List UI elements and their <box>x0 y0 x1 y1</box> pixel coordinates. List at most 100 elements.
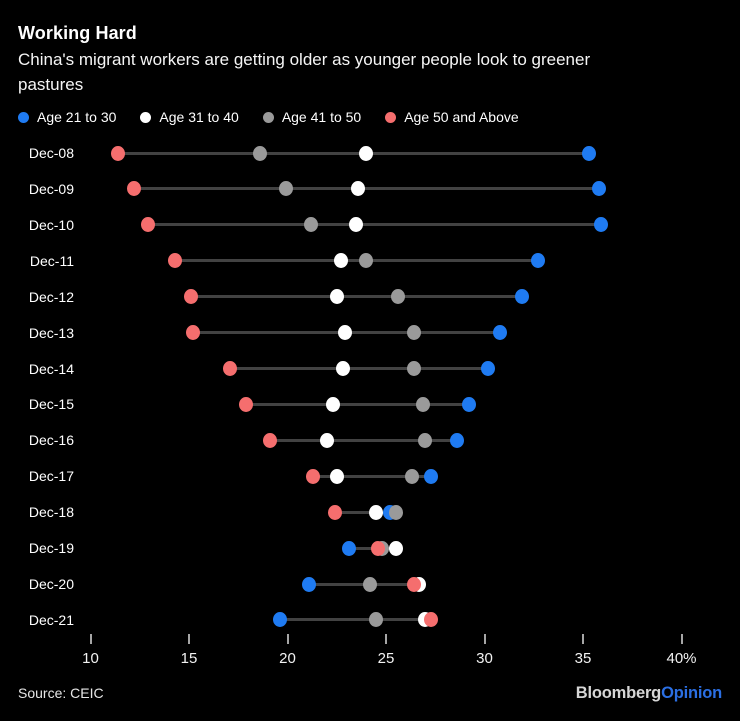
dot-age-21-to-30 <box>449 432 464 448</box>
row-label-dec-18: Dec-18 <box>28 504 74 521</box>
dot-age-50-and-above <box>262 432 277 448</box>
legend-dot-icon <box>18 111 29 123</box>
source-note: Source: CEIC <box>18 685 104 701</box>
dot-age-21-to-30 <box>481 361 496 377</box>
row-label-dec-15: Dec-15 <box>28 396 74 413</box>
connector-line <box>230 367 489 371</box>
footer: Source: CEIC BloombergOpinion <box>18 684 722 703</box>
legend-item-age-50-and-above: Age 50 and Above <box>385 109 519 125</box>
subtitle-line-2: pastures <box>18 75 84 94</box>
legend-label: Age 50 and Above <box>404 109 519 125</box>
x-axis-tick-label: 20 <box>279 650 296 667</box>
legend-dot-icon <box>140 111 152 123</box>
dot-age-21-to-30 <box>591 181 606 197</box>
x-axis-tick-label: 15 <box>180 650 198 667</box>
subtitle-line-1: China's migrant workers are getting olde… <box>18 50 591 69</box>
dot-age-21-to-30 <box>514 289 529 305</box>
dot-age-41-to-50 <box>418 432 433 448</box>
dot-age-41-to-50 <box>359 253 374 269</box>
chart-title: Working Hard <box>18 23 137 43</box>
row-label-dec-10: Dec-10 <box>28 216 74 233</box>
legend-item-age-41-to-50: Age 41 to 50 <box>262 109 362 125</box>
dot-age-31-to-40 <box>351 181 366 197</box>
dot-age-31-to-40 <box>329 289 344 305</box>
dot-age-31-to-40 <box>325 396 340 412</box>
dot-age-50-and-above <box>168 253 183 269</box>
x-axis-tick <box>188 634 190 644</box>
dot-age-50-and-above <box>327 504 342 520</box>
dot-age-50-and-above <box>406 576 421 592</box>
dot-age-41-to-50 <box>252 145 267 161</box>
connector-line <box>334 510 396 514</box>
row-label-dec-16: Dec-16 <box>28 432 74 449</box>
dot-age-50-and-above <box>239 396 254 412</box>
dot-age-31-to-40 <box>349 217 364 233</box>
legend: Age 21 to 30 Age 31 to 40 Age 41 to 50 Age … <box>18 109 519 125</box>
dot-age-50-and-above <box>185 325 200 341</box>
dot-age-31-to-40 <box>359 145 374 161</box>
brand-opinion: Opinion <box>661 684 722 702</box>
dot-age-41-to-50 <box>304 217 319 233</box>
dot-age-31-to-40 <box>337 325 352 341</box>
dot-age-50-and-above <box>424 612 439 628</box>
legend-item-age-21-to-30: Age 21 to 30 <box>18 109 116 125</box>
dot-age-41-to-50 <box>388 504 403 520</box>
dot-age-50-and-above <box>371 540 386 556</box>
dot-age-21-to-30 <box>581 145 596 161</box>
connector-line <box>246 402 469 406</box>
dot-age-41-to-50 <box>363 576 378 592</box>
dot-age-21-to-30 <box>493 325 508 341</box>
dot-age-21-to-30 <box>424 468 439 484</box>
row-label-dec-08: Dec-08 <box>28 145 74 161</box>
legend-dot-icon <box>385 111 397 123</box>
dot-age-41-to-50 <box>369 612 384 628</box>
chart-subtitle: China's migrant workers are getting olde… <box>18 47 590 97</box>
legend-label: Age 41 to 50 <box>281 109 362 125</box>
x-axis-tick-label: 35 <box>574 650 592 667</box>
connector-line <box>175 259 538 263</box>
dot-age-21-to-30 <box>341 540 356 556</box>
dot-age-41-to-50 <box>390 289 405 305</box>
dot-age-50-and-above <box>223 361 238 377</box>
brand-bloomberg: Bloomberg <box>575 684 662 702</box>
x-axis-tick-label: 40% <box>666 650 697 667</box>
row-label-dec-20: Dec-20 <box>28 576 74 593</box>
bloomberg-opinion-logo: BloombergOpinion <box>576 684 722 703</box>
x-axis-tick <box>582 634 584 644</box>
dot-age-41-to-50 <box>406 361 421 377</box>
x-axis-tick-label: 10 <box>82 650 99 667</box>
connector-line <box>313 474 432 478</box>
row-label-dec-14: Dec-14 <box>28 360 74 377</box>
row-label-dec-21: Dec-21 <box>28 611 74 628</box>
connector-line <box>190 295 522 299</box>
dot-age-21-to-30 <box>461 396 476 412</box>
x-axis-tick-label: 30 <box>476 650 493 667</box>
x-axis-tick <box>680 634 683 644</box>
row-label-dec-11: Dec-11 <box>29 252 74 269</box>
dot-age-50-and-above <box>111 145 126 161</box>
dot-age-21-to-30 <box>272 612 287 628</box>
row-label-dec-12: Dec-12 <box>28 288 74 305</box>
connector-line <box>133 187 599 191</box>
dot-age-41-to-50 <box>404 468 419 484</box>
row-label-dec-17: Dec-17 <box>28 468 74 485</box>
dot-age-31-to-40 <box>335 361 350 377</box>
row-label-dec-13: Dec-13 <box>28 324 74 341</box>
dot-age-41-to-50 <box>406 325 421 341</box>
dot-age-21-to-30 <box>302 576 317 592</box>
x-axis-tick-label: 25 <box>377 650 395 667</box>
x-axis-tick <box>286 634 289 644</box>
dot-age-50-and-above <box>306 468 321 484</box>
dot-age-41-to-50 <box>278 181 293 197</box>
dot-age-31-to-40 <box>329 468 344 484</box>
x-axis-tick <box>89 634 92 644</box>
row-label-dec-19: Dec-19 <box>28 540 74 557</box>
dot-age-50-and-above <box>126 181 141 197</box>
legend-label: Age 21 to 30 <box>37 109 117 125</box>
dot-age-21-to-30 <box>530 253 545 269</box>
dot-age-31-to-40 <box>333 253 348 269</box>
x-axis-tick <box>483 634 486 644</box>
connector-line <box>147 223 601 227</box>
